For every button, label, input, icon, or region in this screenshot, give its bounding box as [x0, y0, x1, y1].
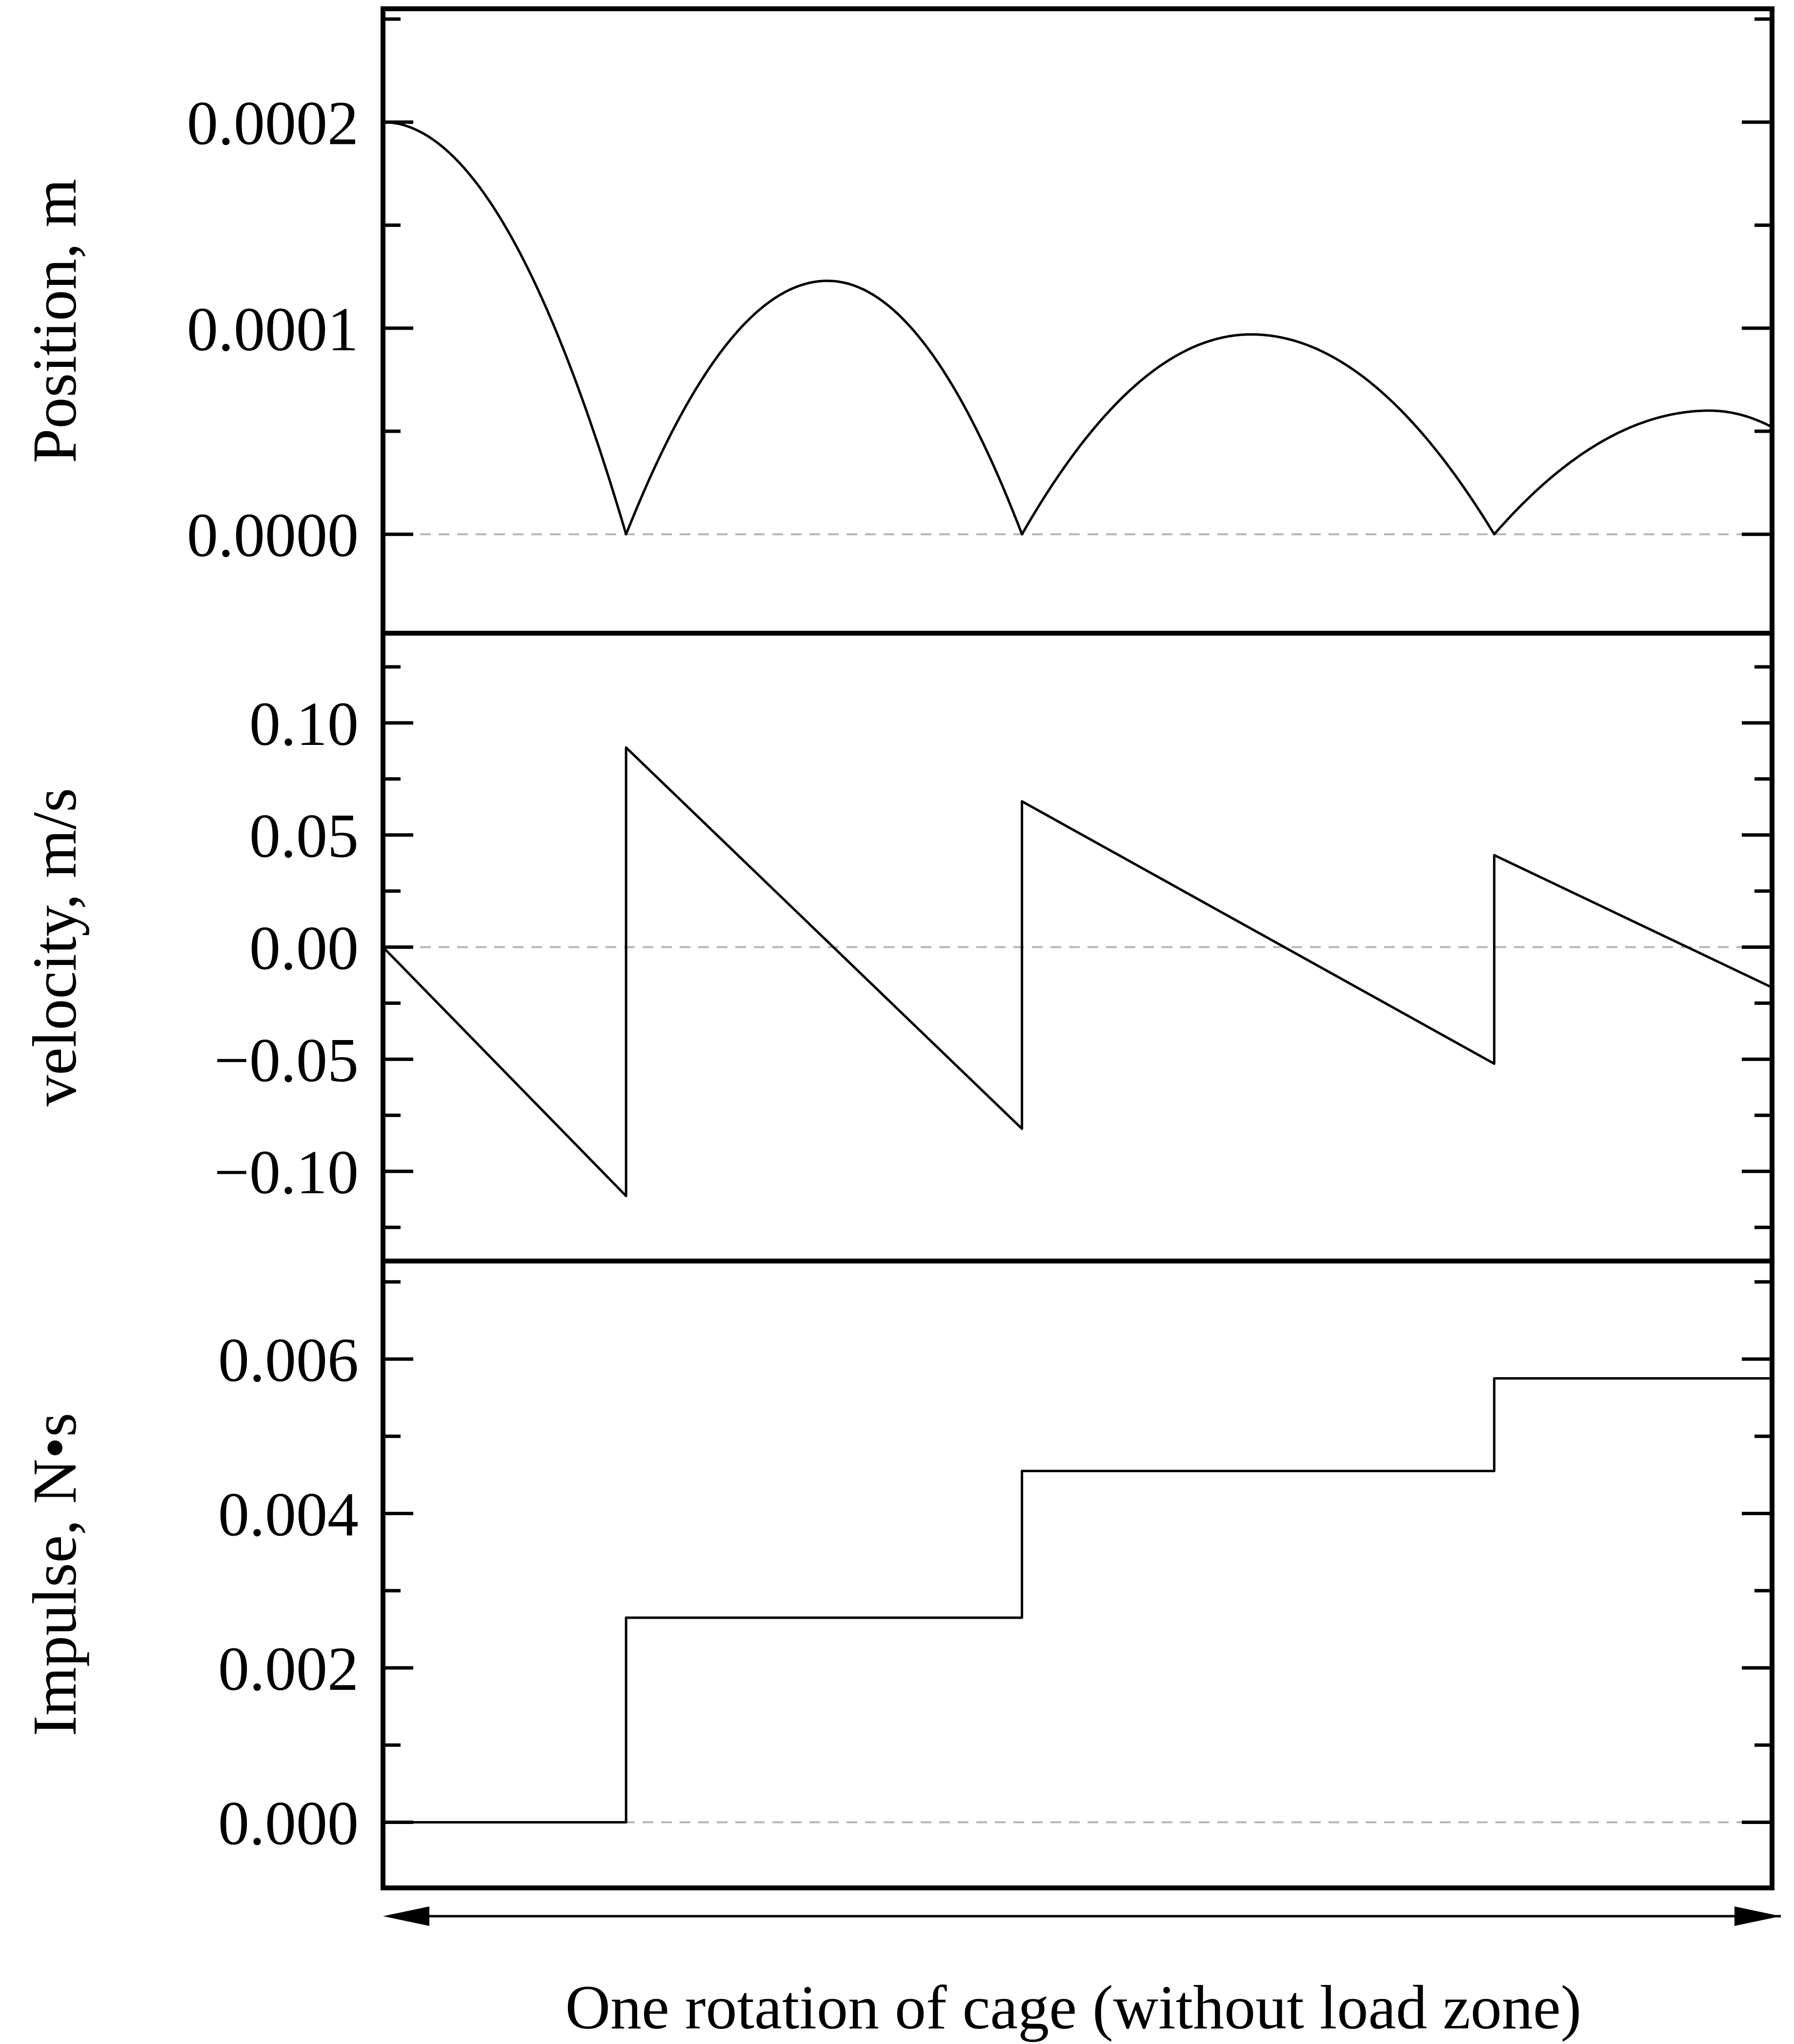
impulse-panel: 0.000 0.002 0.004 0.006 Impulse, N•s — [20, 1259, 1774, 1890]
impulse-y-tick-label: 0.000 — [218, 1788, 359, 1858]
velocity-series-line — [382, 746, 1773, 1198]
impulse-plot-frame — [381, 1259, 1774, 1890]
velocity-y-axis-title: velocity, m/s — [20, 788, 89, 1106]
x-axis-caption: One rotation of cage (without load zone) — [565, 1973, 1582, 2042]
impulse-y-tick-label: 0.002 — [218, 1634, 359, 1703]
x-range-arrow — [383, 1906, 1781, 1926]
right-arrowhead-icon — [1734, 1906, 1781, 1926]
position-y-tick-label: 0.0000 — [187, 501, 359, 570]
impulse-series-line — [383, 1377, 1772, 1824]
impulse-y-axis-title: Impulse, N•s — [20, 1413, 89, 1736]
impulse-y-tick-label: 0.006 — [218, 1325, 359, 1395]
position-y-tick-label: 0.0001 — [187, 295, 359, 364]
impulse-y-tick-label: 0.004 — [218, 1480, 359, 1549]
velocity-y-tick-label: 0.05 — [249, 802, 359, 871]
velocity-y-tick-label: −0.10 — [214, 1138, 359, 1207]
position-series-line — [383, 120, 1773, 536]
velocity-y-tick-label: −0.05 — [214, 1025, 359, 1095]
velocity-y-tick-label: 0.10 — [249, 689, 359, 759]
left-arrowhead-icon — [383, 1906, 429, 1926]
velocity-panel: −0.10 −0.05 0.00 0.05 0.10 velocity, m/s — [20, 631, 1774, 1263]
position-panel: 0.0000 0.0001 0.0002 Position, m — [20, 6, 1774, 636]
position-plot-frame — [381, 6, 1774, 636]
position-y-axis-title: Position, m — [20, 179, 89, 463]
velocity-y-tick-label: 0.00 — [249, 914, 359, 983]
position-y-tick-label: 0.0002 — [187, 88, 359, 158]
